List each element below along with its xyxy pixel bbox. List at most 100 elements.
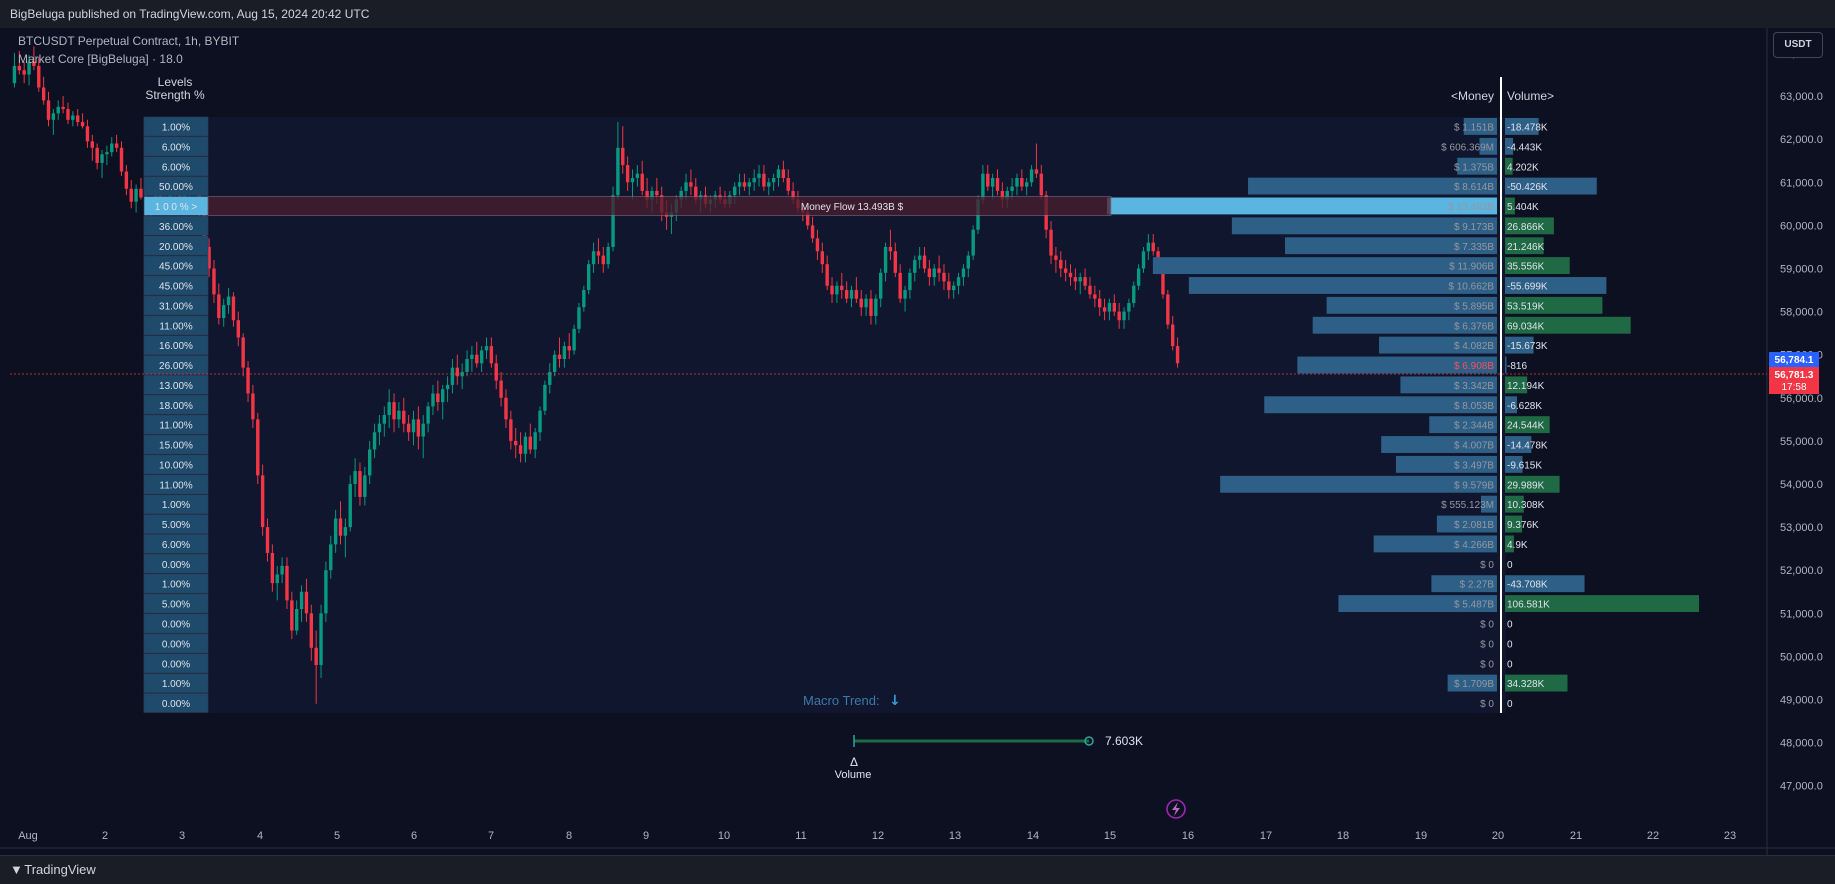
candle	[226, 287, 231, 314]
level-strength: 15.00%	[159, 441, 193, 452]
volume-bar	[1505, 296, 1603, 314]
money-bar	[1400, 376, 1497, 394]
candle	[90, 134, 95, 161]
volume-bar	[1505, 396, 1518, 414]
level-row: 15.00% $ 4.007B -14.478K	[143, 434, 1548, 455]
candle	[869, 290, 873, 325]
candle	[509, 410, 513, 450]
volume-value: 35.556K	[1507, 262, 1545, 273]
level-row: 45.00% $ 10.662B -55.699K	[143, 275, 1607, 296]
candle	[32, 46, 36, 71]
money-bar	[1457, 157, 1497, 175]
candle	[552, 350, 557, 377]
money-value: $ 5.487B	[1454, 600, 1494, 611]
candle	[338, 501, 343, 545]
candle	[319, 604, 323, 678]
level-row: 0.00% $ 0 0	[143, 613, 1513, 634]
candle	[859, 290, 863, 316]
price-tick: 50,000.0	[1780, 651, 1823, 663]
money-bar	[1312, 316, 1497, 334]
volume-bar	[1505, 257, 1570, 275]
volume-bar	[1505, 376, 1528, 394]
volume-value: 10.308K	[1507, 500, 1545, 511]
tradingview-logo[interactable]: ▼ TradingView	[10, 862, 96, 877]
volume-bar	[1505, 197, 1515, 215]
money-bar	[1284, 237, 1497, 255]
candle	[767, 177, 771, 196]
candle	[883, 242, 888, 282]
level-row: 26.00% $ 6.908B -816	[143, 355, 1527, 375]
level-row: 18.00% $ 8.053B -6.628K	[143, 395, 1542, 415]
candle	[596, 238, 601, 265]
last-price-blue: 56,784.1	[1775, 355, 1814, 366]
level-cell	[143, 275, 209, 296]
candle	[499, 371, 503, 407]
symbol-legend[interactable]: BTCUSDT Perpetual Contract, 1h, BYBIT	[18, 34, 240, 48]
volume-value: 0	[1507, 620, 1513, 631]
candle	[786, 169, 790, 196]
candle	[825, 255, 829, 291]
level-row: 0.00% $ 0 0	[143, 554, 1513, 574]
volume-value: 4.9K	[1507, 540, 1528, 551]
candle	[616, 121, 620, 200]
candle	[986, 165, 990, 191]
candle	[299, 585, 304, 622]
candle	[621, 126, 625, 174]
level-cell	[143, 554, 209, 574]
price-tick: 53,000.0	[1780, 522, 1823, 534]
money-bar	[1107, 197, 1497, 215]
money-bar	[1447, 674, 1497, 692]
candle	[470, 346, 474, 372]
candle	[37, 57, 41, 92]
candle	[1141, 246, 1146, 273]
level-row: 0.00% $ 0 0	[143, 653, 1513, 673]
candle	[46, 91, 51, 127]
candle	[810, 216, 815, 243]
candle	[246, 361, 250, 403]
money-value: $ 1.375B	[1454, 162, 1494, 173]
level-strength: 31.00%	[159, 301, 193, 312]
level-cell	[143, 335, 209, 355]
level-strength: 1 0 0 % >	[155, 202, 198, 213]
currency-button[interactable]: USDT	[1773, 32, 1823, 58]
candle	[445, 376, 450, 403]
last-price-blue-label	[1769, 352, 1819, 367]
money-bar	[1152, 257, 1497, 275]
volume-bar	[1505, 535, 1514, 553]
candle	[221, 298, 226, 327]
price-tick: 47,000.0	[1780, 781, 1823, 793]
money-header: <Money	[1451, 89, 1494, 103]
indicator-legend[interactable]: Market Core [BigBeluga] · 18.0	[18, 52, 183, 66]
level-cell	[143, 255, 209, 276]
candle	[513, 427, 518, 459]
candle	[314, 630, 318, 704]
money-bar	[1480, 495, 1497, 513]
candle	[231, 292, 236, 327]
candle	[329, 535, 333, 579]
price-tick: 59,000.0	[1780, 264, 1823, 276]
lightning-icon[interactable]	[1166, 799, 1186, 819]
money-value: $ 4.082B	[1454, 341, 1494, 352]
candle	[377, 415, 382, 446]
money-value: $ 1.709B	[1454, 679, 1494, 690]
level-strength: 11.00%	[159, 421, 192, 432]
level-strength: 45.00%	[159, 262, 193, 273]
levels-header: Levels	[158, 75, 193, 89]
candle	[494, 354, 498, 390]
money-value: $ 9.173B	[1454, 222, 1494, 233]
level-row: 11.00% $ 9.579B 29.989K	[143, 474, 1560, 495]
volume-value: 106.581K	[1507, 600, 1550, 611]
level-strength: 0.00%	[162, 620, 190, 631]
candle	[689, 169, 693, 196]
candle	[840, 272, 844, 299]
candle	[333, 509, 338, 553]
volume-value: -43.708K	[1507, 580, 1548, 591]
time-scale[interactable]: Aug 2 3 4 5 6 7 8 9 10 11 12 13 14 15 16 17 18 19 20 21 22 23	[18, 830, 1736, 842]
volume-value: 12.194K	[1507, 381, 1545, 392]
delta-symbol: Δ	[850, 755, 858, 769]
candle	[630, 169, 635, 200]
time-tick: 8	[566, 830, 572, 842]
level-cell	[143, 573, 209, 594]
level-cell	[143, 434, 209, 455]
